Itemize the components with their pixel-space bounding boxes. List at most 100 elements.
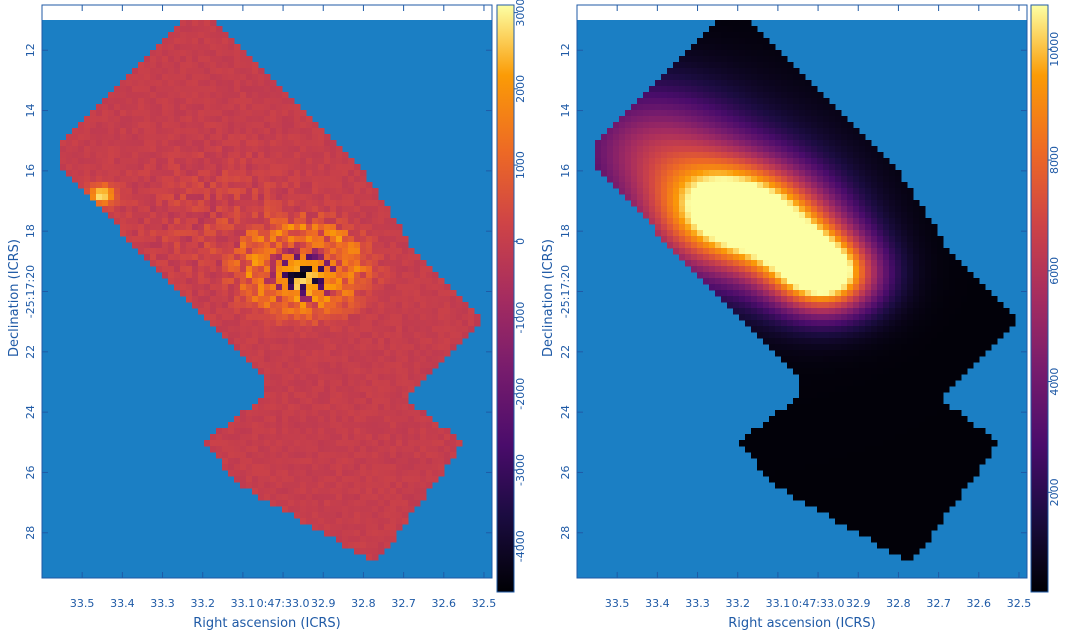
- heat-cell: [715, 248, 722, 255]
- heat-cell: [336, 374, 343, 381]
- heat-cell: [204, 116, 211, 123]
- heat-cell: [787, 80, 794, 87]
- heat-cell: [66, 134, 73, 141]
- heat-cell: [390, 464, 397, 471]
- heat-cell: [198, 212, 205, 219]
- heat-cell: [859, 158, 866, 165]
- heat-cell: [408, 260, 415, 267]
- heat-cell: [336, 332, 343, 339]
- heat-cell: [691, 236, 698, 243]
- heat-cell: [829, 236, 836, 243]
- heat-cell: [144, 98, 151, 105]
- heat-cell: [871, 272, 878, 279]
- heat-cell: [396, 224, 403, 231]
- heat-cell: [240, 242, 247, 249]
- heat-cell: [228, 248, 235, 255]
- heat-cell: [835, 128, 842, 135]
- heat-cell: [937, 302, 944, 309]
- heat-cell: [420, 350, 427, 357]
- heat-cell: [162, 272, 169, 279]
- heat-cell: [372, 494, 379, 501]
- heat-cell: [895, 194, 902, 201]
- heat-cell: [126, 128, 133, 135]
- heat-cell: [366, 386, 373, 393]
- heat-cell: [216, 26, 223, 33]
- heat-cell: [865, 164, 872, 171]
- heat-cell: [264, 182, 271, 189]
- heat-cell: [703, 182, 710, 189]
- heat-cell: [402, 386, 409, 393]
- heat-cell: [709, 254, 716, 261]
- heat-cell: [132, 236, 139, 243]
- heat-cell: [180, 80, 187, 87]
- heat-cell: [342, 248, 349, 255]
- heat-cell: [733, 236, 740, 243]
- heat-cell: [649, 110, 656, 117]
- heat-cell: [727, 290, 734, 297]
- heat-cell: [294, 140, 301, 147]
- heat-cell: [787, 152, 794, 159]
- heat-cell: [691, 248, 698, 255]
- heat-cell: [679, 212, 686, 219]
- heat-cell: [384, 320, 391, 327]
- heat-cell: [228, 86, 235, 93]
- heat-cell: [847, 200, 854, 207]
- heat-cell: [829, 230, 836, 237]
- heat-cell: [324, 386, 331, 393]
- heat-cell: [745, 194, 752, 201]
- heat-cell: [306, 260, 313, 267]
- heat-cell: [372, 404, 379, 411]
- heat-cell: [228, 446, 235, 453]
- heat-cell: [847, 230, 854, 237]
- heat-cell: [240, 206, 247, 213]
- heat-cell: [384, 278, 391, 285]
- heat-cell: [757, 266, 764, 273]
- heat-cell: [360, 482, 367, 489]
- heat-cell: [294, 500, 301, 507]
- heat-cell: [258, 314, 265, 321]
- heat-cell: [390, 440, 397, 447]
- heat-cell: [240, 140, 247, 147]
- heat-cell: [312, 326, 319, 333]
- heat-cell: [222, 332, 229, 339]
- heat-cell: [625, 164, 632, 171]
- heat-cell: [901, 182, 908, 189]
- heat-cell: [366, 416, 373, 423]
- heat-cell: [757, 116, 764, 123]
- heat-cell: [90, 164, 97, 171]
- heat-cell: [444, 302, 451, 309]
- heat-cell: [300, 482, 307, 489]
- heat-cell: [348, 452, 355, 459]
- heat-cell: [775, 152, 782, 159]
- heat-cell: [96, 134, 103, 141]
- heat-cell: [745, 290, 752, 297]
- heat-cell: [336, 170, 343, 177]
- heat-cell: [643, 206, 650, 213]
- heat-cell: [216, 320, 223, 327]
- heat-cell: [709, 260, 716, 267]
- heat-cell: [234, 188, 241, 195]
- heat-cell: [162, 164, 169, 171]
- heat-cell: [871, 188, 878, 195]
- heat-cell: [336, 272, 343, 279]
- heat-cell: [330, 158, 337, 165]
- heat-cell: [102, 188, 109, 195]
- heat-cell: [721, 236, 728, 243]
- heat-cell: [396, 278, 403, 285]
- heat-cell: [751, 164, 758, 171]
- heat-cell: [733, 92, 740, 99]
- heat-cell: [763, 110, 770, 117]
- heat-cell: [282, 146, 289, 153]
- heat-cell: [739, 50, 746, 57]
- heat-cell: [348, 254, 355, 261]
- heat-cell: [228, 266, 235, 273]
- heat-cell: [450, 332, 457, 339]
- heat-cell: [174, 272, 181, 279]
- heat-cell: [174, 116, 181, 123]
- heat-cell: [733, 272, 740, 279]
- heat-cell: [252, 314, 259, 321]
- heat-cell: [312, 260, 319, 267]
- heat-cell: [757, 176, 764, 183]
- heat-cell: [354, 530, 361, 537]
- heat-cell: [276, 404, 283, 411]
